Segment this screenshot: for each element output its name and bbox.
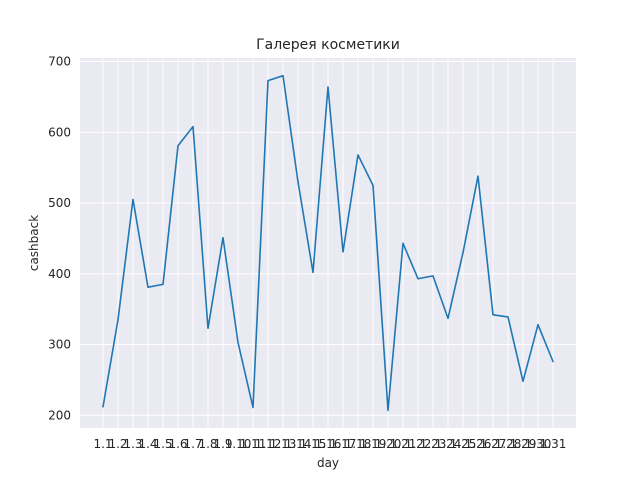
y-tick-label: 400 xyxy=(48,267,71,281)
x-tick-label: 1.10 xyxy=(225,437,252,451)
x-tick-label: 1.22 xyxy=(405,437,432,451)
y-tick-label: 600 xyxy=(48,125,71,139)
x-tick-label: 1.8 xyxy=(198,437,217,451)
y-tick-label: 500 xyxy=(48,196,71,210)
x-tick-label: 1.5 xyxy=(153,437,172,451)
x-tick-label: 1.1 xyxy=(93,437,112,451)
x-tick-label: 1.13 xyxy=(270,437,297,451)
x-tick-label: 1.23 xyxy=(420,437,447,451)
x-tick-label: 1.17 xyxy=(330,437,357,451)
y-tick-label: 300 xyxy=(48,338,71,352)
x-tick-label: 1.30 xyxy=(525,437,552,451)
series-layer xyxy=(102,74,554,412)
series-line xyxy=(102,74,554,412)
x-tick-label: 1.20 xyxy=(375,437,402,451)
y-axis-label: cashback xyxy=(27,215,41,271)
chart-title: Галерея косметики xyxy=(256,37,400,53)
x-tick-label: 1.31 xyxy=(540,437,567,451)
x-tick-label: 1.16 xyxy=(315,437,342,451)
x-tick-label: 1.29 xyxy=(510,437,537,451)
x-tick-label: 1.15 xyxy=(300,437,327,451)
x-tick-label: 1.12 xyxy=(255,437,282,451)
x-tick-label: 1.18 xyxy=(345,437,372,451)
x-tick-label: 1.6 xyxy=(168,437,187,451)
x-tick-label: 1.14 xyxy=(285,437,312,451)
x-tick-label: 1.24 xyxy=(435,437,462,451)
x-tick-label: 1.21 xyxy=(390,437,417,451)
x-tick-label: 1.19 xyxy=(360,437,387,451)
x-tick-label: 1.27 xyxy=(480,437,507,451)
x-tick-label: 1.26 xyxy=(465,437,492,451)
x-tick-label: 1.3 xyxy=(123,437,142,451)
x-tick-label: 1.28 xyxy=(495,437,522,451)
y-tick-label: 700 xyxy=(48,55,71,69)
y-tick-labels: 200 300 400 500 600 700 xyxy=(48,55,71,423)
x-tick-label: 1.7 xyxy=(183,437,202,451)
x-tick-labels: 1.11.21.31.41.51.61.71.81.91.101.111.121… xyxy=(93,437,566,451)
x-tick-label: 1.2 xyxy=(108,437,127,451)
x-tick-label: 1.11 xyxy=(240,437,267,451)
x-tick-label: 1.4 xyxy=(138,437,157,451)
x-axis-label: day xyxy=(317,456,339,470)
y-tick-label: 200 xyxy=(48,408,71,422)
x-tick-label: 1.25 xyxy=(450,437,477,451)
x-tick-label: 1.9 xyxy=(213,437,232,451)
